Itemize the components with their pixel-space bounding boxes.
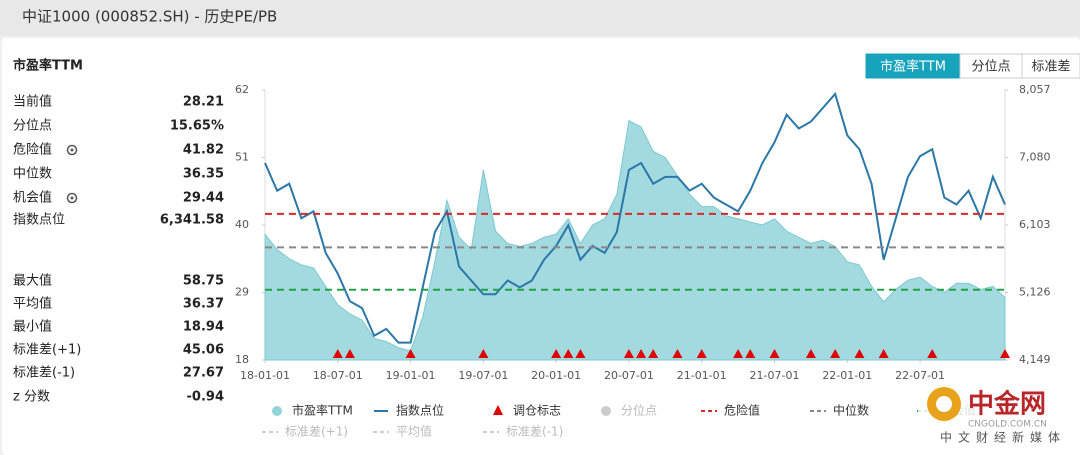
y-tick-label: 40	[235, 218, 249, 231]
rebalance-marker	[405, 349, 416, 358]
y2-tick-label: 5,126	[1019, 286, 1051, 299]
rebalance-marker	[563, 349, 574, 358]
gear-icon	[66, 144, 78, 156]
rebalance-marker	[551, 349, 562, 358]
stat-label: 中位数	[13, 167, 52, 182]
x-tick-label: 19-07-01	[458, 369, 508, 382]
rebalance-marker	[344, 349, 355, 358]
watermark-domain: CNGOLD.COM.CN	[968, 420, 1047, 430]
legend-label[interactable]: 中位数	[833, 403, 869, 418]
x-tick-label: 20-01-01	[531, 369, 581, 382]
legend-label[interactable]: 分位点	[621, 403, 657, 418]
rebalance-marker	[696, 349, 707, 358]
panel-title: 市盈率TTM	[13, 58, 83, 74]
x-tick-label: 21-07-01	[750, 369, 800, 382]
legend-label[interactable]: 标准差(-1)	[506, 425, 563, 439]
tab-label[interactable]: 分位点	[971, 60, 1010, 75]
pe-area	[264, 119, 1006, 361]
stat-value: -0.94	[187, 390, 224, 405]
legend-label[interactable]: 平均值	[396, 424, 432, 439]
rebalance-marker	[805, 349, 816, 358]
stat-value: 45.06	[183, 343, 224, 358]
stat-value: 29.44	[183, 191, 224, 206]
rebalance-marker	[332, 349, 343, 358]
legend-label[interactable]: 调仓标志	[513, 404, 561, 418]
gear-icon-dot	[70, 148, 74, 152]
rebalance-marker	[733, 349, 744, 358]
y-tick-label: 62	[235, 83, 249, 96]
rebalance-marker	[769, 349, 780, 358]
legend-label[interactable]: 市盈率TTM	[292, 403, 353, 418]
tab-label[interactable]: 标准差	[1031, 60, 1070, 75]
rebalance-marker	[878, 349, 889, 358]
stat-label: 平均值	[13, 296, 52, 312]
x-tick-label: 18-07-01	[313, 369, 363, 382]
rebalance-marker	[623, 349, 634, 358]
stat-value: 27.67	[183, 366, 224, 381]
x-tick-label: 21-01-01	[677, 369, 727, 382]
stat-label: 标准差(-1)	[13, 366, 75, 381]
stat-value: 36.35	[183, 167, 224, 182]
rebalance-marker	[636, 349, 647, 358]
watermark-slogan: 中文财经新媒体	[940, 430, 1066, 445]
title-bar	[0, 0, 1080, 36]
stat-label: 危险值	[13, 142, 52, 158]
y-tick-label: 29	[235, 286, 249, 299]
tab-button[interactable]	[1021, 53, 1080, 79]
y2-tick-label: 7,080	[1019, 151, 1051, 164]
stat-label: 分位点	[13, 119, 52, 134]
rebalance-marker	[830, 349, 841, 358]
rebalance-marker	[854, 349, 865, 358]
gear-icon-dot	[70, 196, 74, 200]
legend-label[interactable]: 危险值	[724, 403, 760, 418]
rebalance-marker	[575, 349, 586, 358]
rebalance-marker	[1000, 349, 1010, 358]
stat-value: 41.82	[183, 143, 224, 158]
stat-label: 标准差(+1)	[13, 343, 81, 358]
y2-tick-label: 6,103	[1019, 218, 1051, 231]
gear-icon	[66, 192, 78, 204]
watermark-brand: 中金网	[968, 389, 1046, 420]
rebalance-marker	[672, 349, 683, 358]
x-tick-label: 20-07-01	[604, 369, 654, 382]
x-tick-label: 22-01-01	[822, 369, 872, 382]
x-tick-label: 19-01-01	[386, 369, 436, 382]
y2-tick-label: 4,149	[1019, 353, 1051, 366]
stat-value: 28.21	[183, 95, 224, 110]
stat-value: 58.75	[183, 274, 224, 289]
y-tick-label: 18	[235, 353, 249, 366]
x-tick-label: 22-07-01	[895, 369, 945, 382]
y-tick-label: 51	[235, 151, 249, 164]
stat-value: 18.94	[183, 320, 224, 335]
stat-value: 36.37	[183, 297, 224, 312]
stat-label: 最小值	[13, 319, 52, 335]
legend-marker	[601, 406, 611, 416]
stat-label: 机会值	[13, 190, 52, 206]
stat-value: 6,341.58	[160, 213, 224, 228]
watermark-logo-inner	[936, 396, 952, 412]
rebalance-marker	[927, 349, 938, 358]
rebalance-marker	[648, 349, 659, 358]
stat-label: z 分数	[13, 390, 50, 405]
legend-label[interactable]: 指数点位	[396, 403, 444, 418]
stat-value: 15.65%	[170, 119, 224, 134]
legend-marker	[272, 406, 282, 416]
legend-label[interactable]: 标准差(+1)	[285, 425, 348, 439]
y2-tick-label: 8,057	[1019, 83, 1051, 96]
legend-marker	[493, 405, 503, 415]
stat-label: 指数点位	[13, 213, 65, 228]
rebalance-marker	[745, 349, 756, 358]
stat-label: 最大值	[13, 273, 52, 289]
stat-label: 当前值	[13, 94, 52, 110]
tab-label[interactable]: 市盈率TTM	[880, 59, 946, 75]
page-title: 中证1000 (000852.SH) - 历史PE/PB	[22, 8, 277, 26]
x-tick-label: 18-01-01	[240, 369, 290, 382]
rebalance-marker	[478, 349, 489, 358]
